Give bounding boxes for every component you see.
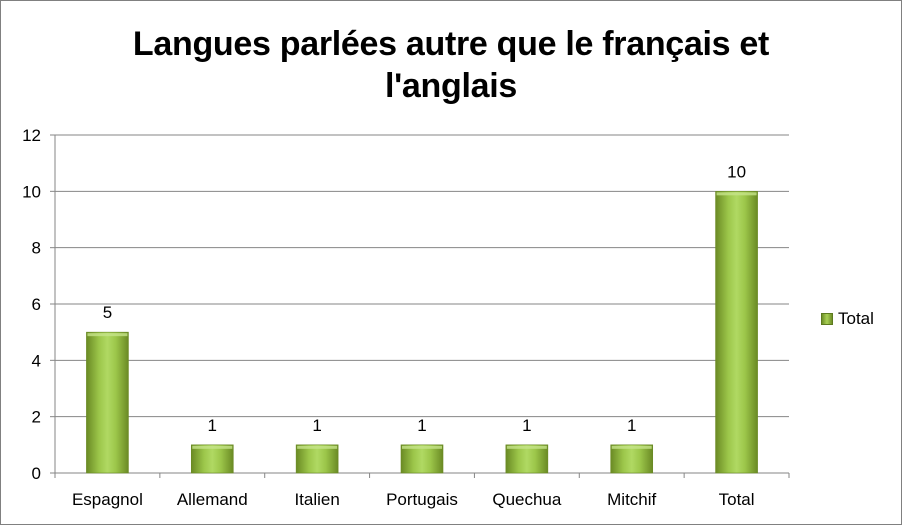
data-label: 1 [417, 416, 426, 435]
bar-highlight [611, 445, 652, 449]
bar-highlight [297, 445, 338, 449]
y-tick-label: 6 [32, 295, 41, 314]
data-label: 1 [208, 416, 217, 435]
bar-highlight [716, 192, 757, 196]
y-tick-label: 12 [22, 126, 41, 145]
bar-highlight [506, 445, 547, 449]
x-tick-label: Total [719, 490, 755, 509]
x-tick-label: Mitchif [607, 490, 656, 509]
bar-quechua [505, 444, 549, 474]
y-tick-label: 4 [32, 351, 41, 370]
bar-allemand [190, 444, 234, 474]
y-tick-label: 8 [32, 239, 41, 258]
bar-portugais [400, 444, 444, 474]
x-tick-label: Espagnol [72, 490, 143, 509]
bar-total [715, 191, 758, 474]
data-label: 1 [627, 416, 636, 435]
bar-mitchif [610, 444, 654, 474]
x-tick-label: Quechua [492, 490, 562, 509]
y-tick-label: 10 [22, 182, 41, 201]
y-tick-label: 0 [32, 464, 41, 483]
bars [86, 191, 758, 474]
x-tick-label: Portugais [386, 490, 458, 509]
data-label: 5 [103, 303, 112, 322]
bar-highlight [192, 445, 233, 449]
chart-title: Langues parlées autre que le français et… [91, 23, 811, 107]
data-label: 1 [312, 416, 321, 435]
bar-highlight [402, 445, 442, 449]
x-tick-label: Italien [294, 490, 339, 509]
chart-title-line: Langues parlées autre que le français et [132, 25, 770, 63]
gridlines [55, 134, 789, 418]
data-label: 10 [727, 162, 746, 181]
legend-swatch [821, 313, 833, 325]
data-label: 1 [522, 416, 531, 435]
legend: Total [821, 309, 874, 329]
chart-title-line: l'anglais [385, 67, 517, 105]
bar-highlight [87, 333, 128, 337]
x-tick-label: Allemand [177, 490, 248, 509]
labels: 0 2 4 6 8 10 12 5 Espagnol 1 Allemand 1 Italien 1 Port… [22, 126, 754, 509]
legend-label: Total [838, 309, 874, 328]
bar-italien [295, 444, 339, 474]
bar-espagnol [86, 331, 129, 474]
y-tick-label: 2 [32, 408, 41, 427]
